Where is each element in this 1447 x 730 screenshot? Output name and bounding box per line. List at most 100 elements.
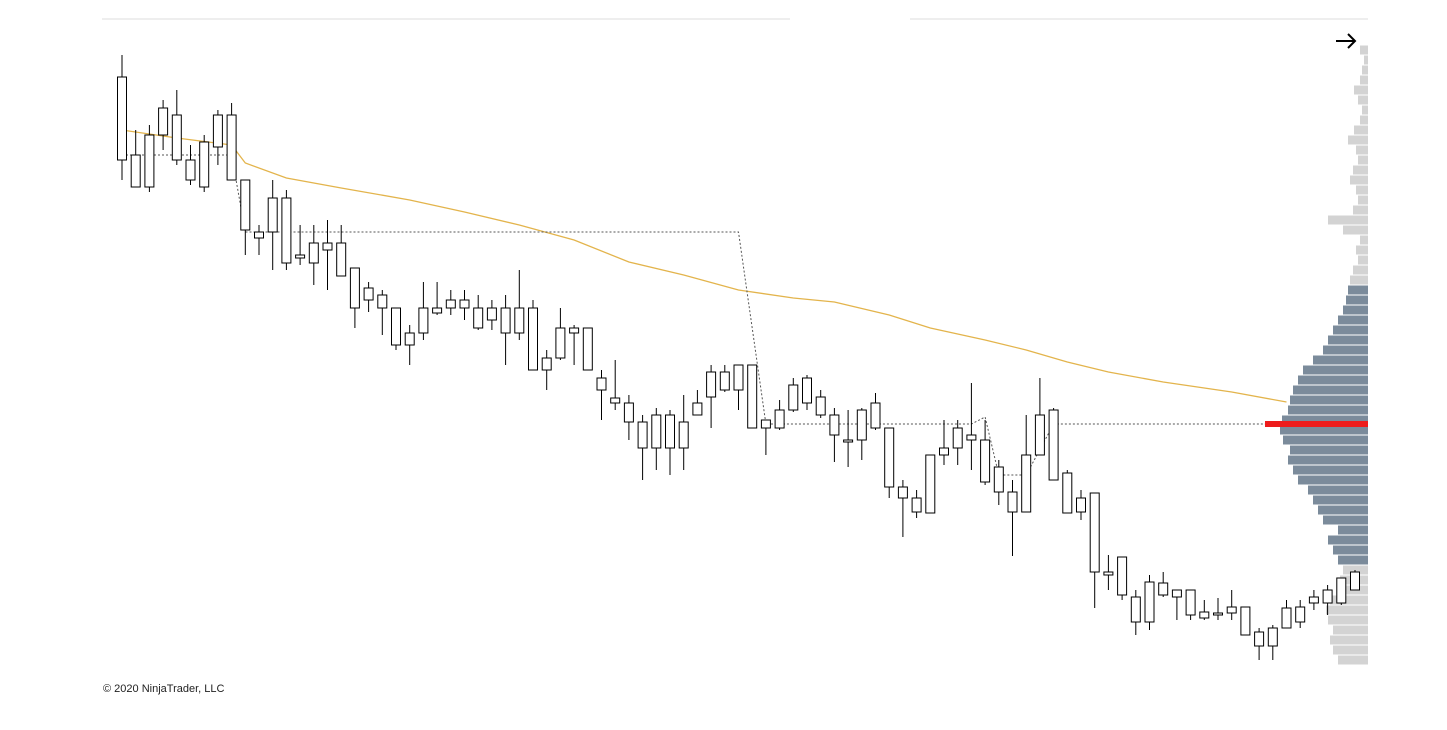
- candle-body: [1130, 596, 1141, 623]
- candle-body: [582, 327, 593, 371]
- candle-body: [719, 371, 730, 391]
- profile-bar: [1328, 615, 1368, 625]
- profile-bar: [1283, 435, 1368, 445]
- candle-body: [925, 454, 936, 514]
- profile-bar: [1293, 465, 1368, 475]
- profile-bar: [1282, 415, 1368, 425]
- candle-body: [952, 427, 963, 449]
- profile-bar: [1290, 445, 1368, 455]
- profile-bar: [1358, 195, 1368, 205]
- candle-body: [240, 179, 251, 231]
- candle-body: [829, 414, 840, 436]
- candle-body: [692, 402, 703, 416]
- profile-bar: [1328, 335, 1368, 345]
- profile-bar: [1338, 315, 1368, 325]
- candle-body: [665, 414, 675, 449]
- profile-bar: [1362, 105, 1368, 115]
- profile-bar: [1330, 635, 1368, 645]
- candle-body: [870, 402, 881, 429]
- candle-body: [610, 397, 621, 404]
- candle-body: [1295, 606, 1306, 623]
- candle-body: [254, 231, 264, 239]
- profile-bar: [1353, 165, 1368, 175]
- candle-body: [1254, 631, 1265, 647]
- candle-body: [1308, 596, 1319, 604]
- candle-body: [185, 159, 196, 181]
- candle-body: [1240, 606, 1251, 636]
- profile-bar: [1326, 605, 1368, 615]
- profile-bar: [1328, 535, 1368, 545]
- profile-bar: [1323, 345, 1368, 355]
- candle-body: [171, 114, 182, 161]
- candle-body: [432, 307, 443, 314]
- candle-body: [843, 439, 854, 443]
- profile-bar: [1333, 625, 1368, 635]
- profile-bar: [1346, 295, 1368, 305]
- candle-body: [117, 76, 127, 161]
- candle-body: [802, 377, 812, 404]
- candle-body: [1171, 589, 1182, 598]
- candle-body: [815, 396, 826, 416]
- candle-body: [158, 107, 169, 136]
- candle-body: [1007, 491, 1018, 513]
- profile-bar: [1358, 95, 1368, 105]
- candle-body: [486, 307, 497, 321]
- candle-body: [1048, 409, 1059, 481]
- profile-bar: [1364, 55, 1368, 65]
- candle-body: [555, 327, 566, 359]
- candle-body: [391, 307, 401, 346]
- candle-body: [418, 307, 429, 334]
- profile-bar: [1323, 515, 1368, 525]
- plot-area: [117, 45, 1368, 665]
- profile-bar: [1350, 275, 1368, 285]
- profile-bar: [1330, 595, 1368, 605]
- candle-body: [281, 197, 292, 264]
- candle-body: [377, 294, 388, 309]
- profile-bar: [1303, 365, 1368, 375]
- candle-body: [459, 299, 470, 309]
- candle-body: [322, 242, 333, 251]
- profile-bar: [1288, 455, 1368, 465]
- candle-body: [1226, 606, 1237, 614]
- profile-bar: [1358, 155, 1368, 165]
- profile-bar: [1360, 75, 1368, 85]
- profile-bar: [1318, 505, 1368, 515]
- candle-body: [1199, 611, 1210, 619]
- candle-body: [596, 377, 607, 391]
- candle-body: [1158, 582, 1169, 596]
- candle-body: [308, 242, 319, 264]
- candle-body: [623, 402, 634, 423]
- candle-body: [528, 307, 538, 371]
- profile-bar: [1354, 85, 1368, 95]
- profile-bar: [1338, 655, 1368, 665]
- candle-body: [445, 299, 456, 309]
- profile-bar: [1313, 355, 1368, 365]
- candle-body: [637, 421, 648, 449]
- candle-body: [473, 307, 484, 329]
- candle-body: [678, 421, 689, 449]
- candle-body: [1076, 497, 1086, 513]
- candle-body: [336, 242, 347, 277]
- candle-body: [404, 332, 415, 346]
- candle-body: [980, 439, 991, 483]
- profile-bar: [1338, 525, 1368, 535]
- candle-body: [569, 327, 580, 334]
- candle-body: [966, 434, 977, 441]
- candle-body: [212, 114, 223, 148]
- profile-bar: [1353, 265, 1368, 275]
- profile-bar: [1358, 255, 1368, 265]
- arrow-button[interactable]: [1336, 33, 1357, 49]
- profile-bar: [1348, 285, 1368, 295]
- candle-body: [706, 371, 717, 398]
- candle-body: [1185, 589, 1196, 616]
- profile-bar: [1280, 425, 1368, 435]
- candle-body: [514, 307, 525, 334]
- candle-body: [1350, 571, 1360, 591]
- candle-body: [774, 409, 785, 429]
- candle-body: [267, 197, 278, 233]
- candle-body: [1021, 454, 1032, 513]
- moving-average: [121, 129, 1287, 403]
- candle-body: [541, 357, 552, 371]
- profile-bar: [1362, 65, 1368, 75]
